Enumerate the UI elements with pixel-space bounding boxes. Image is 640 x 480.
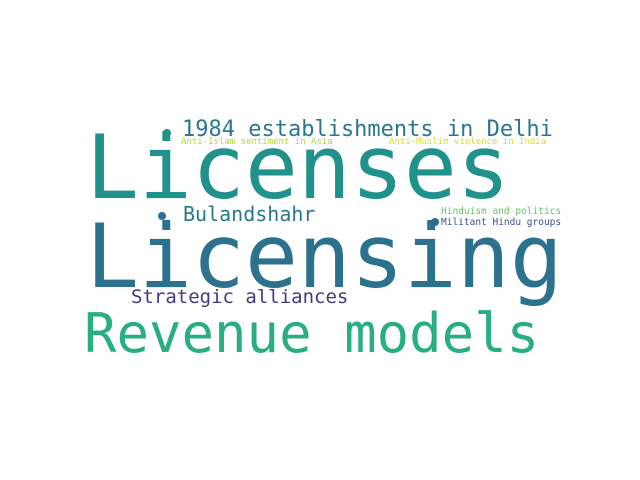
word-hinduism-and-politics: Hinduism and politics xyxy=(441,206,562,217)
word-revenue-models: Revenue models xyxy=(84,302,540,365)
word-anti-muslim-violence-in-india: Anti-Muslim violence in India xyxy=(389,137,547,147)
word-1984-establishments-in-delhi: 1984 establishments in Delhi xyxy=(182,117,553,142)
word-licenses: Licenses xyxy=(86,116,510,219)
word-anti-islam-sentiment-in-asia: Anti-Islam sentiment in Asia xyxy=(181,137,333,147)
dot-marker xyxy=(431,218,439,226)
word-strategic-alliances: Strategic alliances xyxy=(131,286,349,308)
dot-marker xyxy=(163,129,171,137)
word-licensing: Licensing xyxy=(86,205,563,308)
word-bulandshahr: Bulandshahr xyxy=(183,202,316,226)
word-militant-hindu-groups: Militant Hindu groups xyxy=(441,217,562,228)
dot-marker xyxy=(158,212,166,220)
